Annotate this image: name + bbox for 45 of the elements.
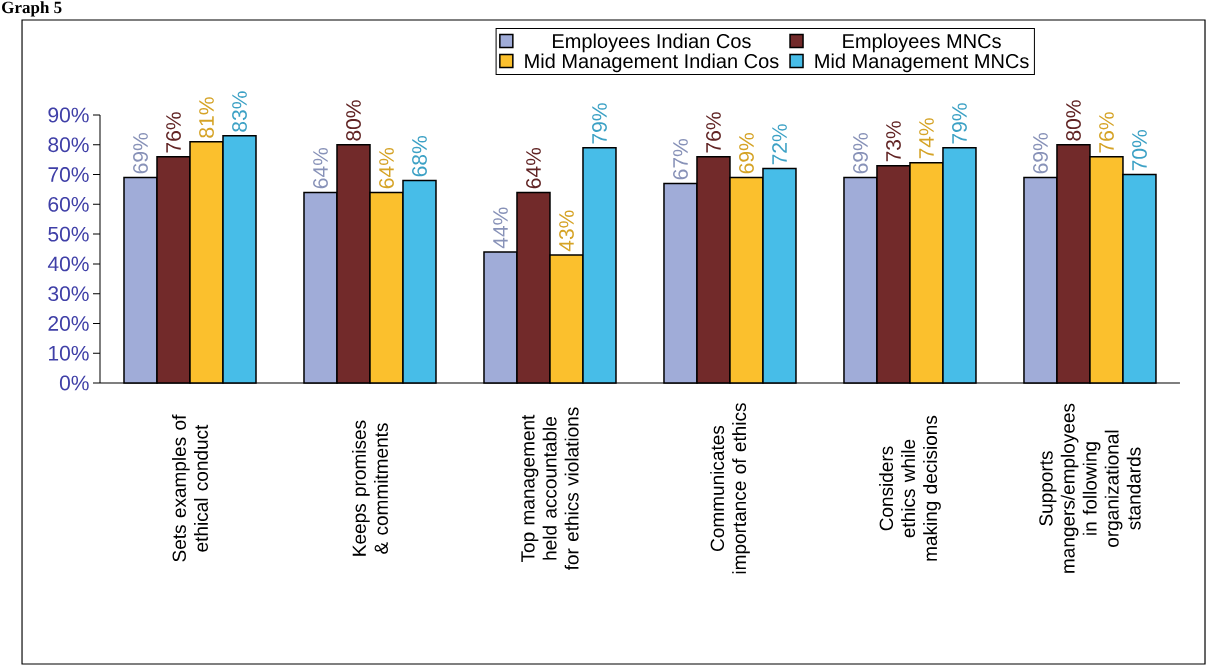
data-label: 68% bbox=[412, 136, 427, 177]
y-tick-label: 70% bbox=[48, 167, 89, 182]
chart-title: Graph 5 bbox=[2, 1, 62, 17]
data-label: 72% bbox=[772, 124, 787, 165]
y-tick-label: 0% bbox=[59, 375, 89, 391]
data-label: 64% bbox=[379, 147, 394, 189]
y-tick-label: 40% bbox=[47, 256, 89, 272]
y-tick-label: 20% bbox=[48, 316, 89, 331]
data-label: 69% bbox=[1033, 133, 1048, 174]
data-label: 79% bbox=[952, 103, 967, 144]
legend-label: Employees Indian Cos bbox=[553, 33, 751, 53]
y-tick-label: 80% bbox=[48, 137, 89, 153]
x-tick-label: Supports mangers/employees in following organizational standards bbox=[1039, 403, 1141, 573]
data-label: 79% bbox=[592, 103, 607, 144]
data-label: 69% bbox=[133, 133, 148, 174]
data-label: 80% bbox=[346, 100, 361, 141]
data-label: 80% bbox=[1066, 100, 1081, 141]
legend-label: Mid Management Indian Cos bbox=[525, 53, 779, 73]
y-tick-label: 50% bbox=[48, 226, 89, 242]
data-label: 81% bbox=[199, 97, 214, 138]
data-label: 69% bbox=[739, 133, 754, 174]
x-tick-label: Communicates importance of ethics bbox=[710, 403, 750, 574]
x-tick-label: Considers ethics while making decisions bbox=[879, 415, 941, 561]
data-label: 64% bbox=[313, 147, 328, 189]
y-tick-label: 30% bbox=[48, 286, 89, 302]
y-tick-label: 90% bbox=[48, 107, 89, 123]
data-label: 70% bbox=[1132, 130, 1147, 171]
data-label: 44% bbox=[493, 207, 508, 249]
data-label: 74% bbox=[919, 118, 934, 159]
data-label: 67% bbox=[673, 139, 688, 180]
data-label: 76% bbox=[1099, 112, 1114, 153]
data-label: 73% bbox=[886, 121, 901, 162]
x-tick-label: Top management held accountable for ethics violations bbox=[521, 407, 579, 571]
data-label: 69% bbox=[853, 133, 868, 174]
x-tick-label: Keeps promises & commitments bbox=[352, 420, 388, 556]
data-label: 64% bbox=[526, 147, 541, 189]
data-label: 76% bbox=[706, 112, 721, 153]
legend-label: Mid Management MNCs bbox=[815, 53, 1029, 73]
data-label: 83% bbox=[232, 91, 247, 132]
data-label: 43% bbox=[559, 210, 574, 252]
data-label: 76% bbox=[166, 112, 181, 153]
legend-label: Employees MNCs bbox=[843, 33, 1001, 53]
y-tick-label: 60% bbox=[48, 196, 89, 212]
x-tick-label: Sets examples of ethical conduct bbox=[172, 414, 208, 562]
y-tick-label: 10% bbox=[49, 345, 89, 361]
